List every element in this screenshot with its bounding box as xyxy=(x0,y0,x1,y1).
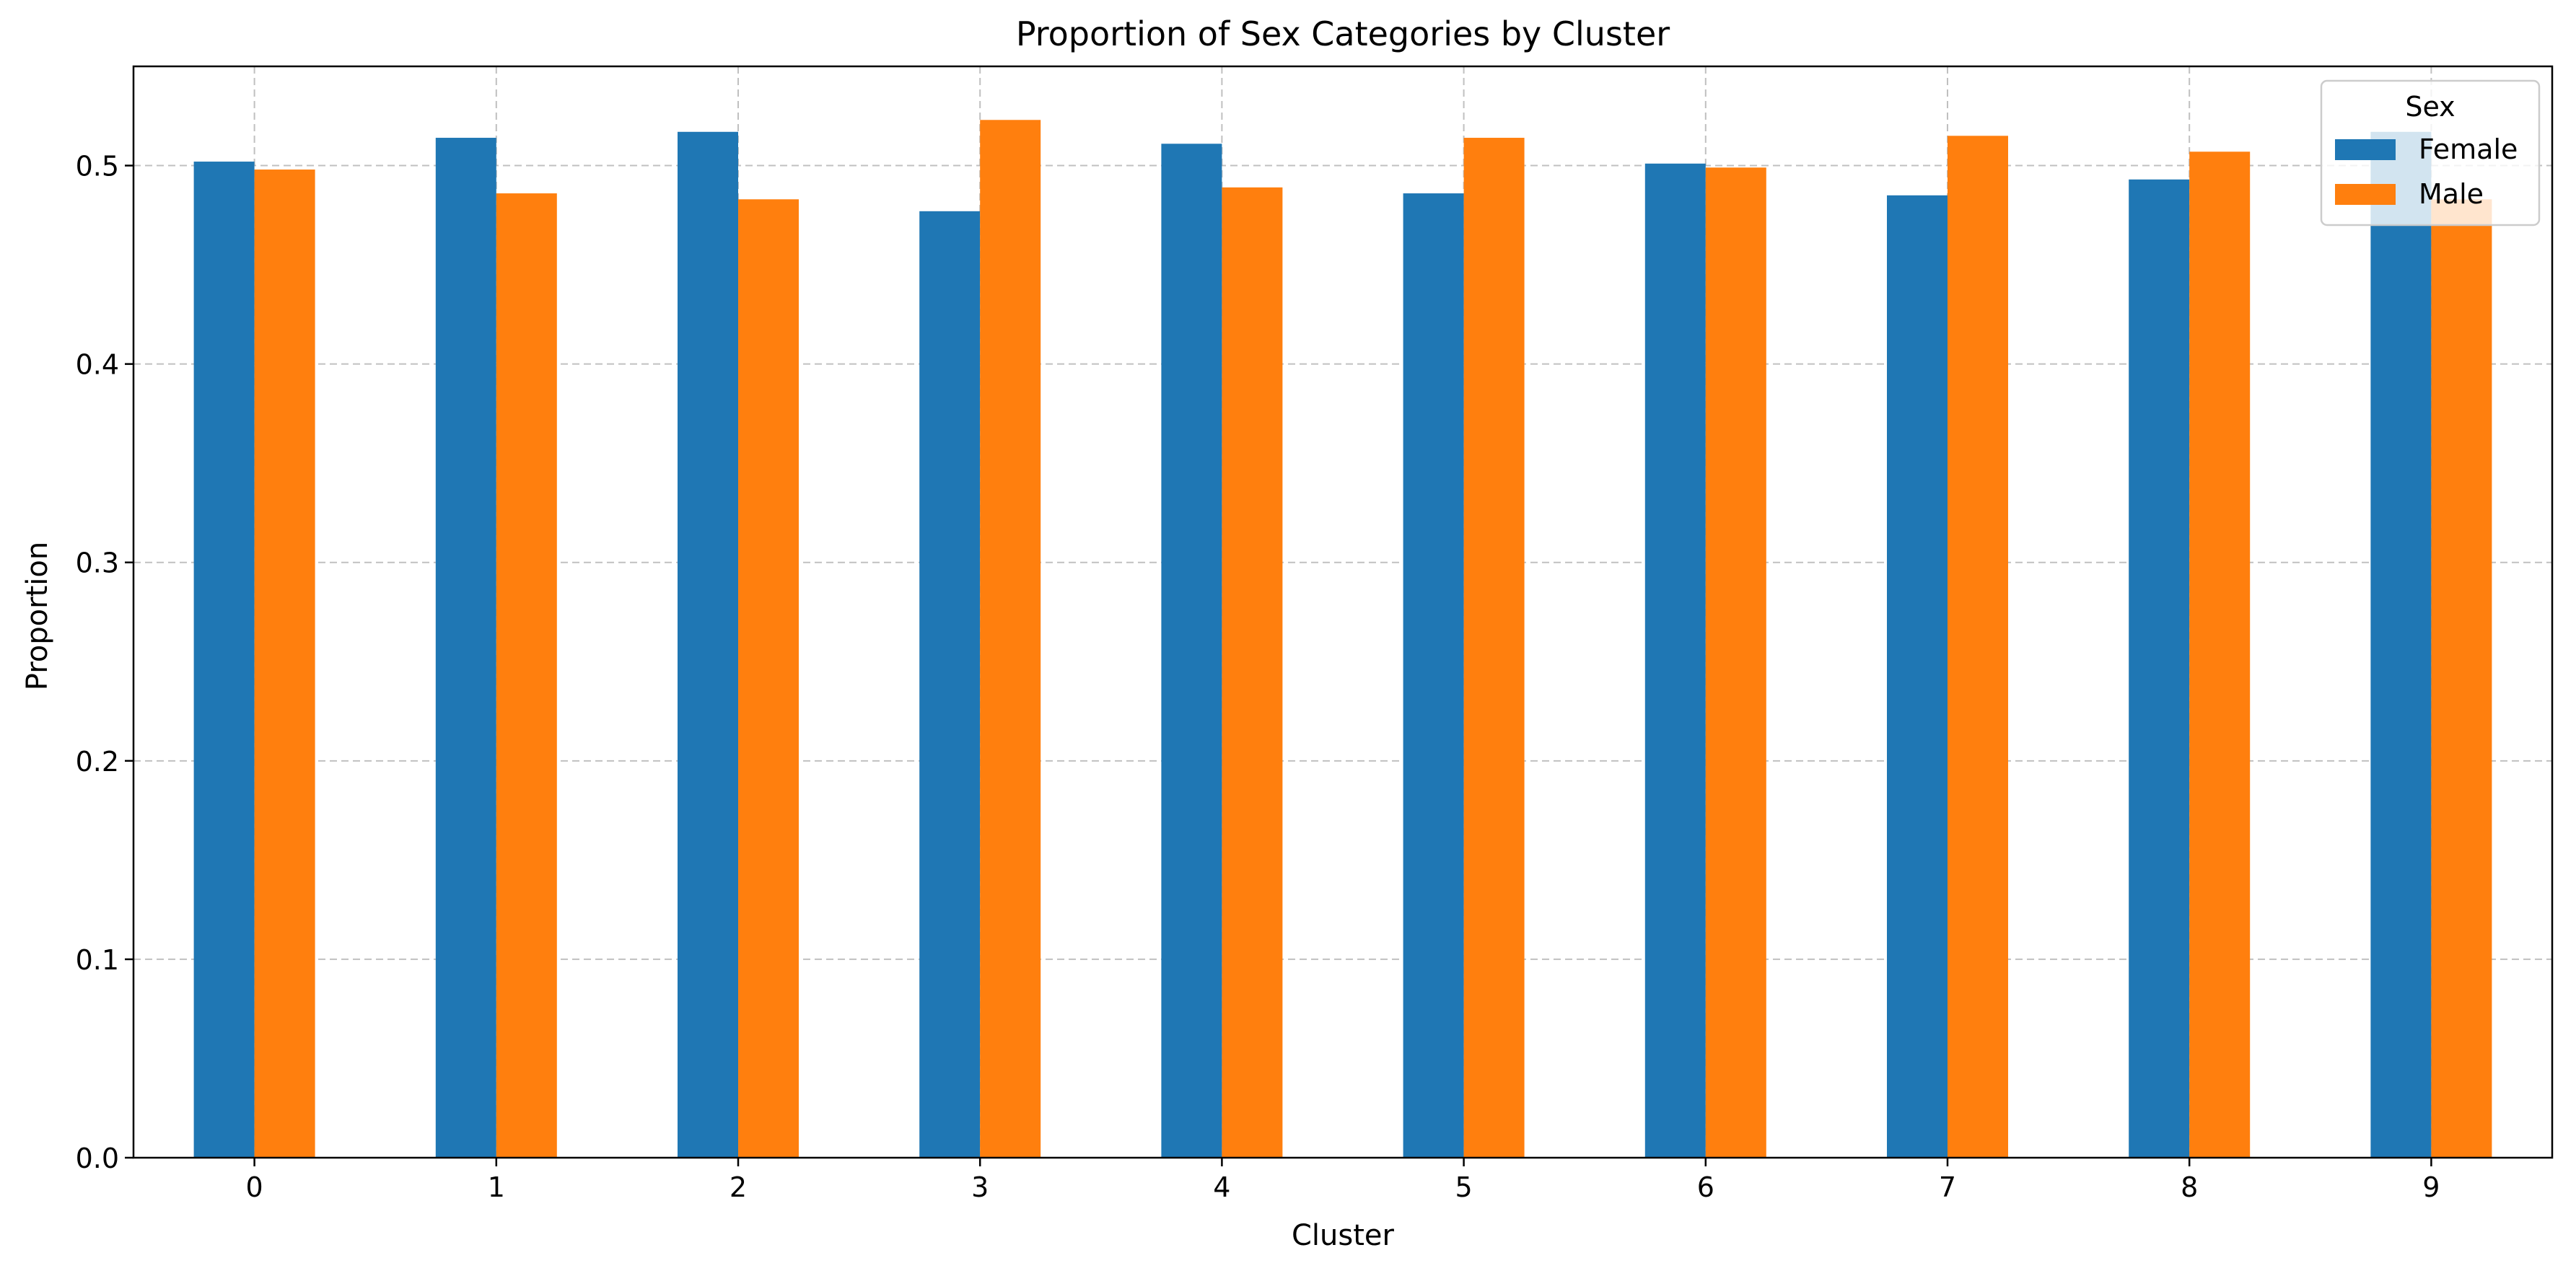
bar-male-cluster-3 xyxy=(980,120,1041,1158)
x-tick-label: 9 xyxy=(2422,1171,2440,1203)
bar-female-cluster-1 xyxy=(435,138,496,1158)
legend: Sex Female Male xyxy=(2320,79,2541,226)
bar-female-cluster-3 xyxy=(919,211,981,1158)
x-tick-label: 4 xyxy=(1213,1171,1230,1203)
x-tick-label: 3 xyxy=(971,1171,989,1203)
bar-male-cluster-7 xyxy=(1948,136,2008,1158)
x-tick-label: 8 xyxy=(2181,1171,2198,1203)
y-tick-label: 0.3 xyxy=(76,547,119,579)
axes xyxy=(125,65,2554,1166)
bar-male-cluster-6 xyxy=(1705,167,1766,1158)
x-tick-label: 0 xyxy=(246,1171,263,1203)
bars xyxy=(193,120,2492,1158)
bar-female-cluster-6 xyxy=(1644,163,1706,1158)
bar-male-cluster-9 xyxy=(2431,199,2492,1158)
bar-female-cluster-0 xyxy=(193,162,255,1158)
bar-female-cluster-5 xyxy=(1403,193,1464,1158)
bar-female-cluster-9 xyxy=(2370,131,2432,1158)
bar-female-cluster-7 xyxy=(1887,195,1948,1158)
legend-swatch-female xyxy=(2335,139,2396,160)
legend-items: Female Male xyxy=(2335,133,2518,210)
legend-label-male: Male xyxy=(2419,178,2484,210)
bar-male-cluster-4 xyxy=(1222,187,1283,1158)
y-tick-label: 0.1 xyxy=(76,944,119,976)
plot-frame xyxy=(132,65,2554,1159)
x-tick-label: 5 xyxy=(1455,1171,1473,1203)
x-tick-label: 6 xyxy=(1697,1171,1714,1203)
legend-title: Sex xyxy=(2405,91,2455,123)
y-tick-label: 0.5 xyxy=(76,151,119,182)
bar-male-cluster-1 xyxy=(496,193,557,1158)
x-tick-label: 7 xyxy=(1939,1171,1956,1203)
y-axis-label: Proportion xyxy=(21,542,54,690)
y-tick-label: 0.0 xyxy=(76,1143,119,1174)
bar-male-cluster-8 xyxy=(2189,151,2251,1158)
bar-female-cluster-2 xyxy=(678,131,738,1158)
x-tick-label: 2 xyxy=(730,1171,747,1203)
bar-female-cluster-8 xyxy=(2129,179,2190,1158)
tick-labels: 0.0 0.1 0.2 0.3 0.4 0.5 0 1 2 3 4 5 6 7 8 9 xyxy=(76,151,2440,1203)
legend-label-female: Female xyxy=(2419,133,2518,165)
bar-male-cluster-5 xyxy=(1463,138,1525,1158)
chart-title: Proportion of Sex Categories by Cluster xyxy=(1016,14,1670,53)
x-axis-label: Cluster xyxy=(1292,1219,1395,1252)
bar-male-cluster-0 xyxy=(254,170,315,1158)
y-tick-label: 0.2 xyxy=(76,746,119,778)
y-tick-label: 0.4 xyxy=(76,349,119,381)
x-tick-label: 1 xyxy=(488,1171,505,1203)
legend-swatch-male xyxy=(2335,184,2396,205)
bar-male-cluster-2 xyxy=(738,199,799,1158)
bar-female-cluster-4 xyxy=(1161,144,1222,1158)
